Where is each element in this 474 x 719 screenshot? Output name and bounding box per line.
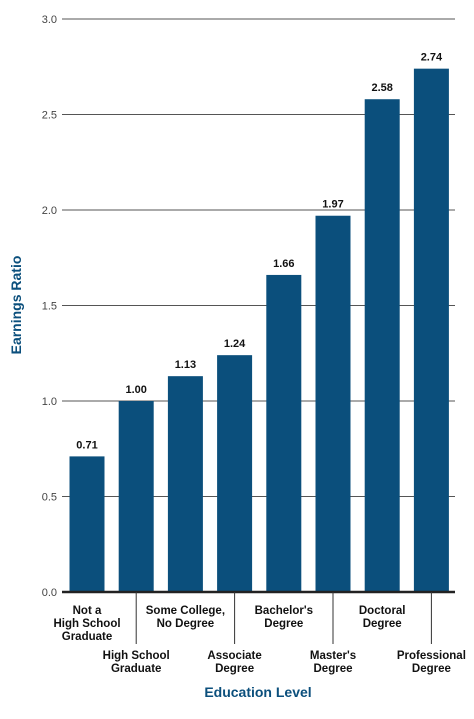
bar (413, 68, 449, 592)
bar (167, 376, 203, 592)
y-axis-title: Earnings Ratio (8, 256, 24, 355)
category-label-line: Not a (73, 605, 102, 617)
category-label-line: Degree (363, 618, 402, 630)
value-labels: 0.71 1.00 1.13 1.24 1.66 1.97 2.58 2.74 (76, 52, 443, 452)
value-label: 1.13 (175, 359, 196, 371)
category-label: Some College,No Degree (146, 605, 225, 630)
category-label-line: Bachelor's (255, 605, 313, 617)
x-axis-title: Education Level (204, 684, 311, 700)
category-label-line: No Degree (157, 618, 215, 630)
value-label: 1.00 (125, 384, 146, 396)
category-label-line: Associate (207, 650, 261, 662)
bar (266, 274, 302, 592)
value-label: 2.74 (421, 52, 443, 64)
y-tick-label: 1.5 (42, 301, 57, 313)
bar (69, 456, 105, 592)
y-tick-label: 2.5 (42, 110, 57, 122)
category-label-line: High School (53, 618, 120, 630)
category-label-line: Degree (215, 663, 254, 675)
y-axis-ticks: 0.0 0.5 1.0 1.5 2.0 2.5 3.0 (42, 14, 57, 599)
value-label: 0.71 (76, 439, 97, 451)
category-label-line: Master's (310, 650, 356, 662)
bar (364, 99, 400, 592)
value-label: 2.58 (371, 82, 392, 94)
category-label-line: Degree (412, 663, 451, 675)
y-tick-label: 1.0 (42, 396, 57, 408)
bar (315, 215, 351, 593)
y-tick-label: 0.0 (42, 587, 57, 599)
category-label-line: Graduate (62, 631, 113, 643)
category-label-line: Degree (314, 663, 353, 675)
value-label: 1.24 (224, 338, 246, 350)
category-label-line: Some College, (146, 605, 225, 617)
value-label: 1.97 (322, 199, 343, 211)
y-tick-label: 2.0 (42, 205, 57, 217)
y-tick-label: 0.5 (42, 492, 57, 504)
category-label-line: Professional (397, 650, 466, 662)
category-label-line: High School (103, 650, 170, 662)
category-label-line: Doctoral (359, 605, 406, 617)
y-tick-label: 3.0 (42, 14, 57, 26)
category-label-line: Graduate (111, 663, 162, 675)
bar (217, 355, 253, 592)
category-label-line: Degree (264, 618, 303, 630)
bars (69, 68, 449, 593)
bar (118, 401, 154, 592)
value-label: 1.66 (273, 258, 294, 270)
